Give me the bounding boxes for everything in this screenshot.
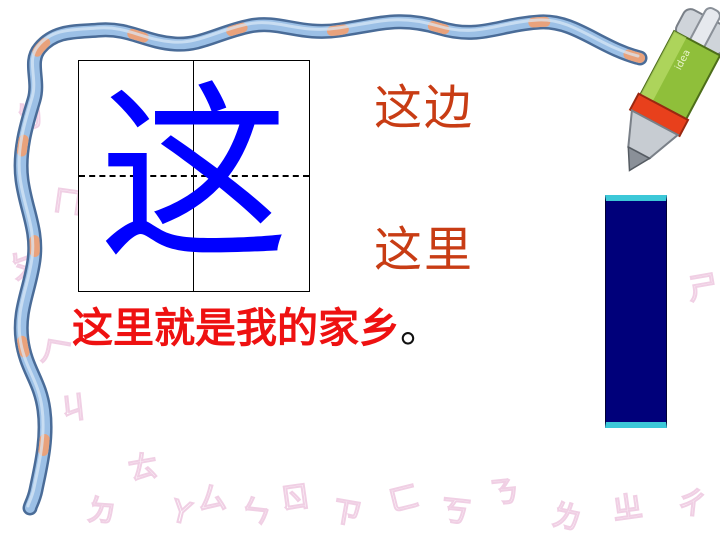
rope-border	[13, 14, 648, 516]
background-glyph: ㄓ	[610, 489, 645, 528]
grid-horizontal-dashed-line	[79, 175, 309, 177]
pen-icon: idea	[627, 7, 720, 172]
background-glyph: ㄖ	[278, 479, 313, 518]
background-glyph: Y	[167, 494, 195, 533]
background-glyph: ㄎ	[439, 493, 472, 531]
word-zhebian: 这边	[374, 80, 475, 136]
background-glyph: ㄐ	[57, 390, 90, 428]
background-glyph: ㄣ	[239, 493, 272, 531]
example-sentence: 这里就是我的家乡。	[72, 304, 441, 352]
background-glyph: ㄏ	[39, 333, 75, 373]
background-glyph: ㄊ	[125, 448, 161, 488]
writing-grid: 这	[78, 60, 310, 292]
sentence-punctuation: 。	[400, 304, 441, 352]
background-glyph: ㄙ	[196, 481, 228, 518]
background-glyph: ㄗ	[329, 493, 365, 533]
sentence-text: 这里就是我的家乡	[72, 304, 400, 352]
background-glyph: ㄈ	[385, 479, 423, 520]
background-glyph: ㄔ	[675, 485, 708, 523]
blue-bar	[605, 195, 667, 428]
background-glyph: ㄌ	[548, 498, 585, 538]
background-glyph: ㄉ	[85, 493, 117, 530]
background-glyph: ㄕ	[685, 268, 720, 308]
main-character: 这	[98, 65, 289, 286]
word-zheli: 这里	[374, 222, 475, 278]
background-glyph: ㄋ	[487, 474, 520, 512]
